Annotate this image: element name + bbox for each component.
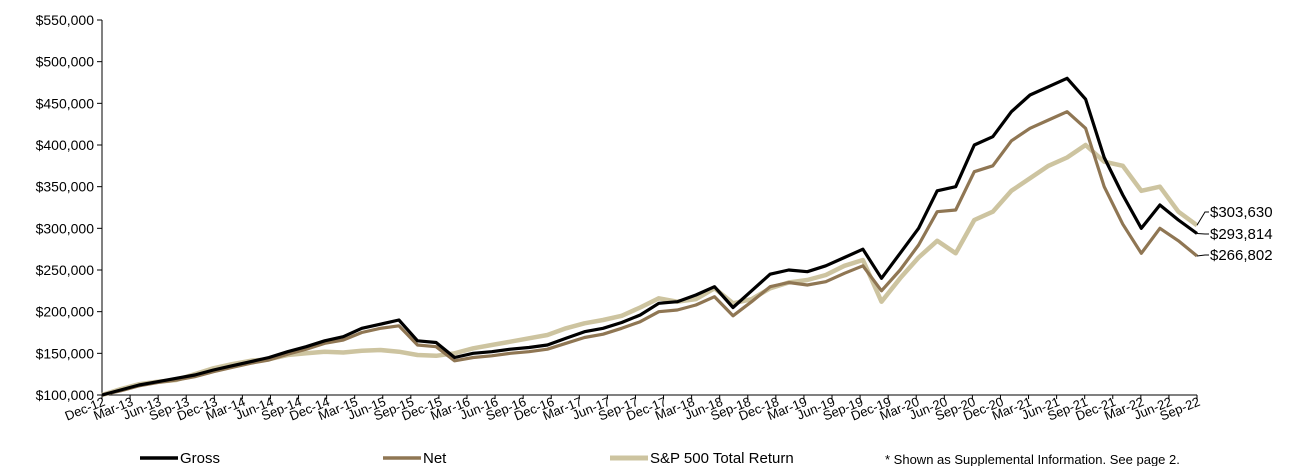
end-label-leader	[1196, 211, 1209, 226]
y-tick-label: $200,000	[36, 304, 95, 320]
y-tick-label: $250,000	[36, 262, 95, 278]
y-tick-label: $500,000	[36, 54, 95, 70]
series-line-net	[101, 110, 1199, 397]
y-tick-label: $100,000	[36, 387, 95, 403]
end-label: $303,630	[1210, 204, 1273, 221]
series-line-gross	[101, 76, 1198, 397]
y-tick-label: $550,000	[36, 12, 95, 28]
y-tick-label: $350,000	[36, 179, 95, 195]
end-labels: $293,814 $266,802 $303,630	[1196, 204, 1273, 264]
y-tick-label: $150,000	[36, 345, 95, 361]
series-lines	[101, 76, 1199, 398]
end-label-leader	[1196, 254, 1209, 257]
end-label: $266,802	[1210, 247, 1273, 264]
end-label: $293,814	[1210, 226, 1273, 243]
legend-label: Net	[423, 450, 447, 466]
footnote: * Shown as Supplemental Information. See…	[885, 452, 1180, 466]
end-label-leader	[1196, 233, 1209, 235]
y-tick-label: $450,000	[36, 95, 95, 111]
legend: Gross Net S&P 500 Total Return	[140, 450, 794, 466]
axes	[101, 20, 1197, 396]
y-tick-label: $300,000	[36, 220, 95, 236]
y-tick-label: $400,000	[36, 137, 95, 153]
legend-label: Gross	[180, 450, 220, 466]
x-axis-ticks: Dec-12Mar-13Jun-13Sep-13Dec-13Mar-14Jun-…	[63, 394, 1202, 424]
legend-label: S&P 500 Total Return	[650, 450, 794, 466]
y-axis-ticks: $100,000 $150,000 $200,000 $250,000 $300,000…	[36, 12, 102, 403]
